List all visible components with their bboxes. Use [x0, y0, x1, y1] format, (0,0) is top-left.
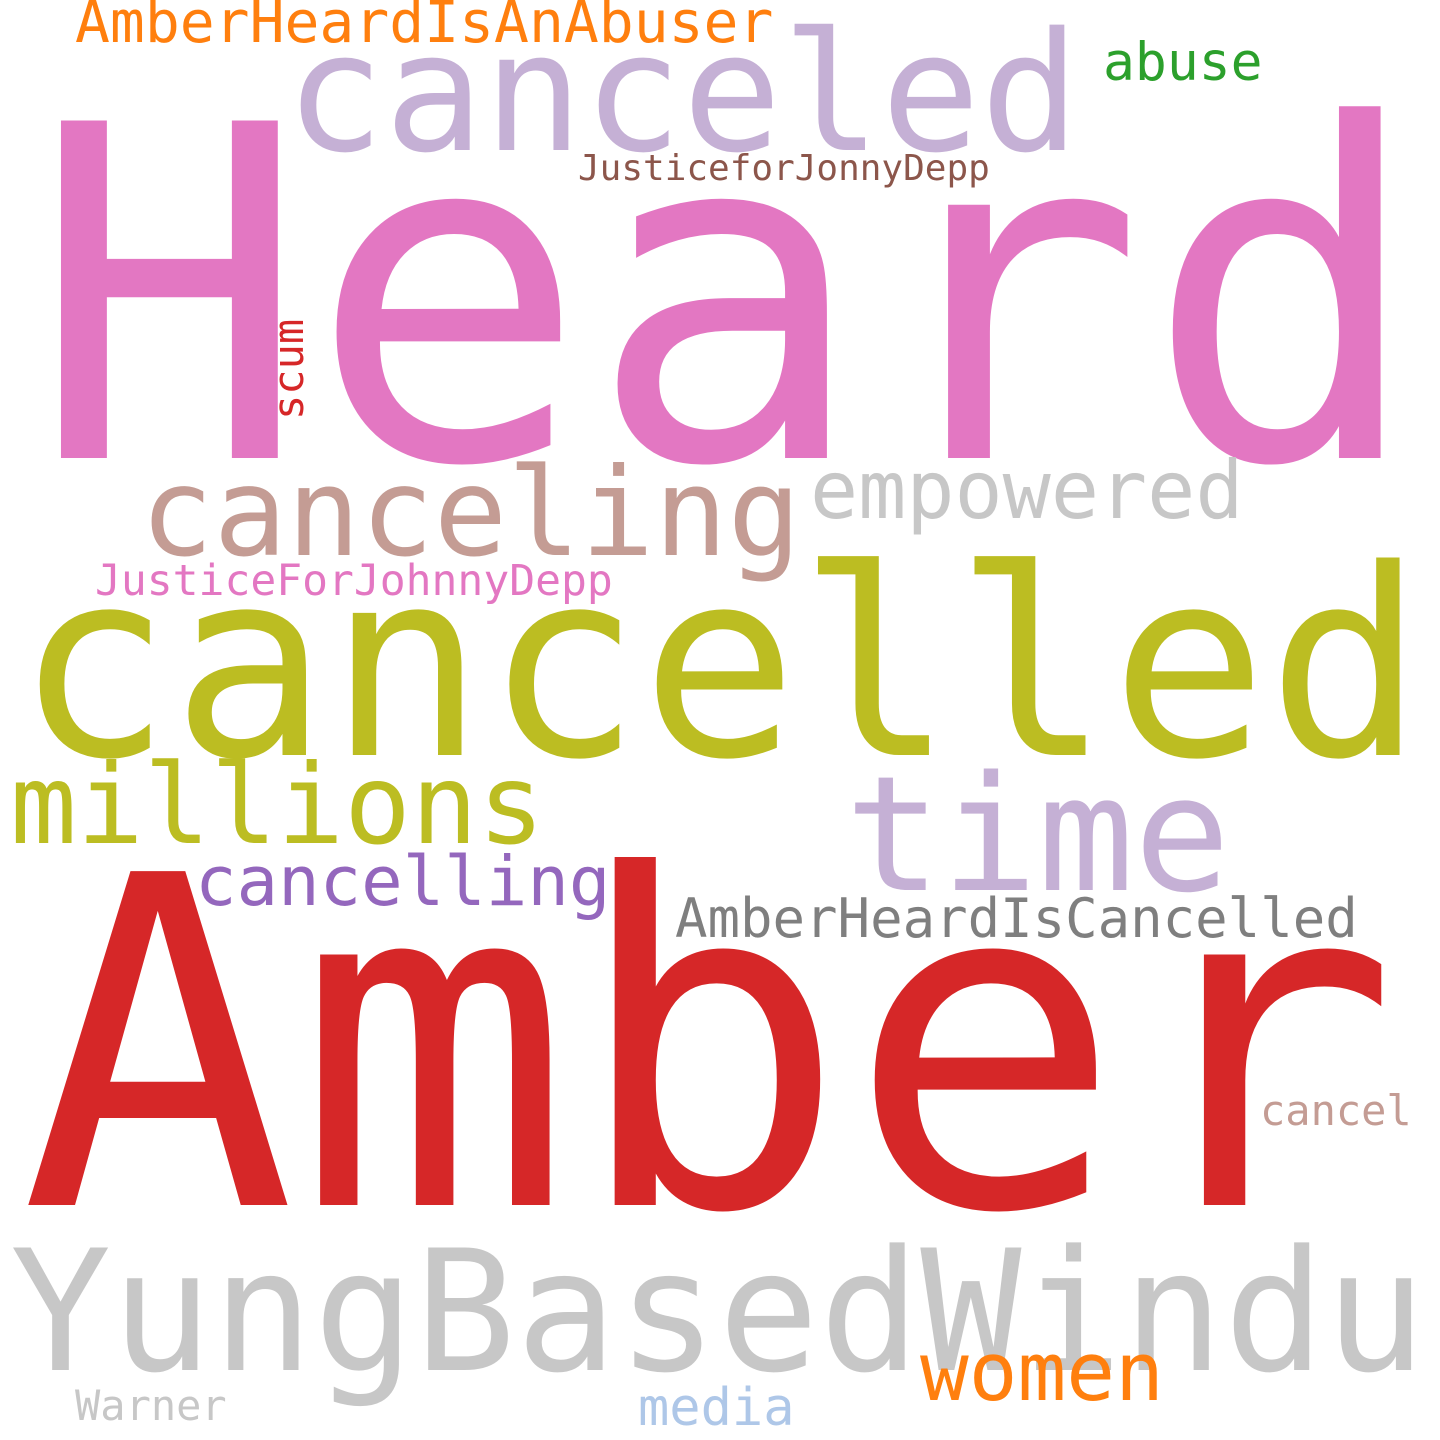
- word: AmberHeardIsCancelled: [675, 887, 1358, 950]
- word: AmberHeardIsAnAbuser: [75, 0, 773, 56]
- word: JusticeforJonnyDepp: [578, 148, 990, 189]
- word: Warner: [75, 1381, 227, 1430]
- word: media: [638, 1378, 795, 1438]
- word: empowered: [810, 444, 1243, 537]
- word: scum: [264, 319, 313, 420]
- word: abuse: [1103, 32, 1263, 93]
- word: women: [920, 1326, 1164, 1420]
- word: millions: [10, 741, 545, 870]
- word: cancelled: [15, 515, 1424, 817]
- word: Heard: [30, 29, 1424, 568]
- word: cancel: [1260, 1086, 1412, 1135]
- word: Amber: [20, 781, 1399, 1314]
- word: canceling: [140, 442, 801, 584]
- word: JusticeForJohnnyDepp: [95, 556, 613, 606]
- word: canceled: [285, 0, 1080, 189]
- word: cancelling: [195, 842, 610, 922]
- word: time: [845, 741, 1230, 928]
- word: YungBasedWindu: [10, 1214, 1426, 1410]
